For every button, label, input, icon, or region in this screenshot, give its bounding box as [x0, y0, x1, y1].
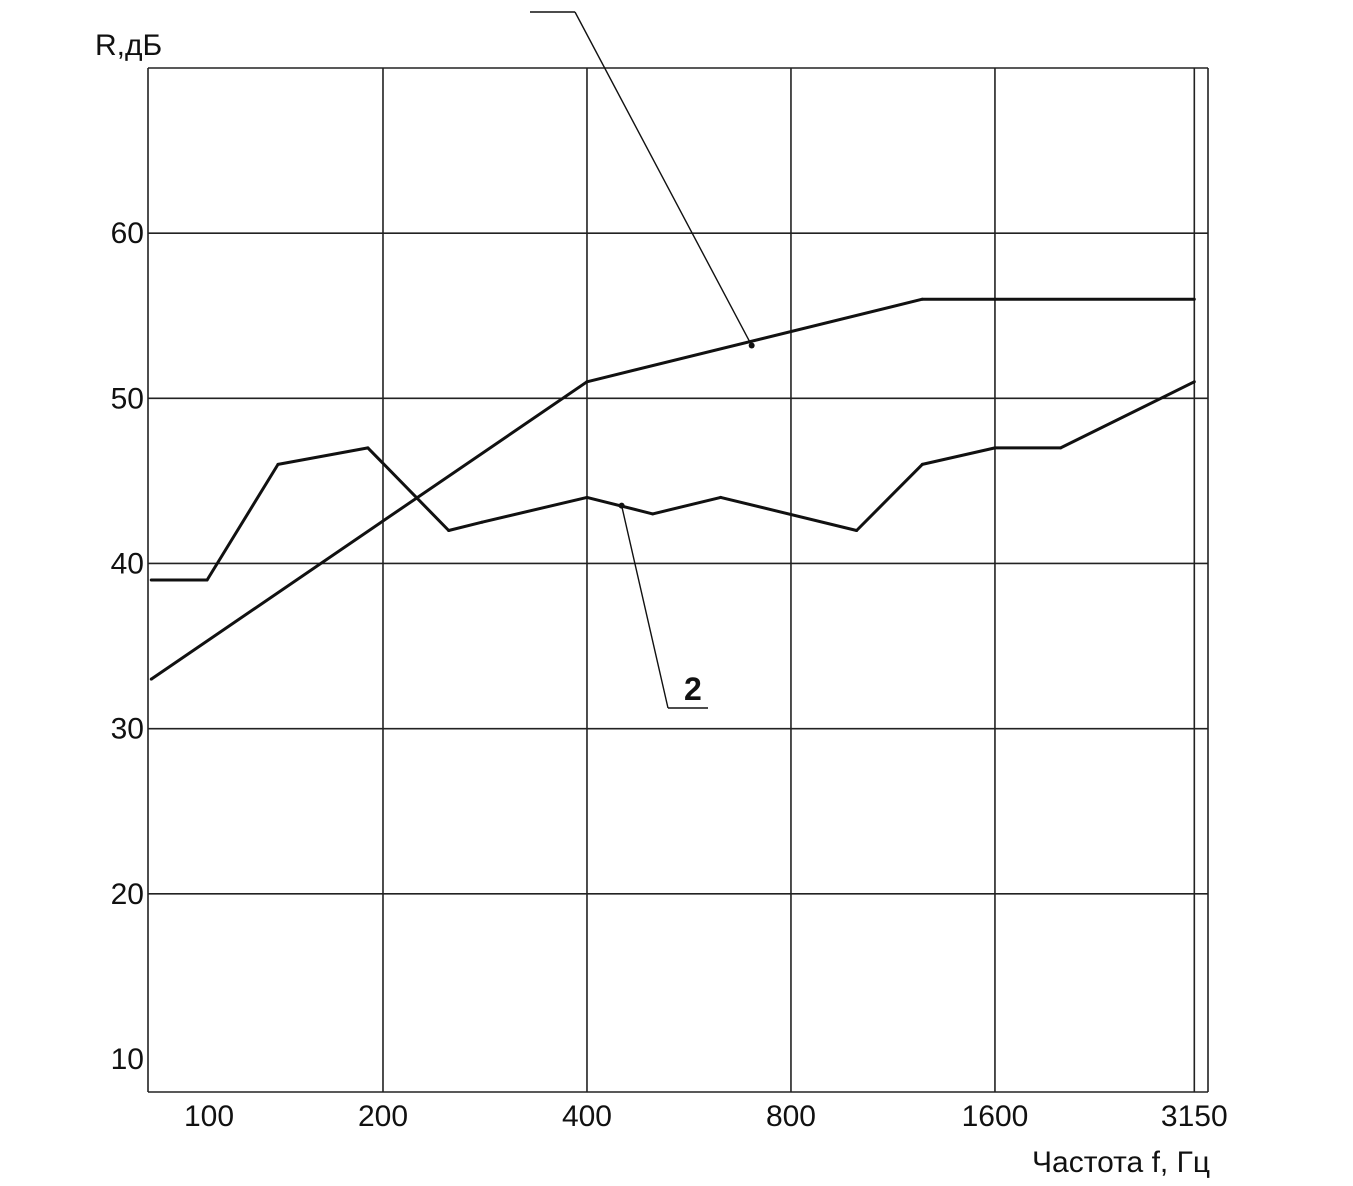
x-tick-label: 200	[358, 1100, 408, 1133]
callout-leaders: 2	[530, 11, 755, 709]
series-group	[149, 297, 1196, 681]
data-point	[651, 512, 655, 516]
data-point	[205, 578, 209, 582]
y-tick-label: 50	[111, 382, 144, 415]
callout-leader-series-1	[574, 11, 753, 346]
series-line-1	[150, 297, 1195, 681]
x-axis-title: Частота f, Гц	[1032, 1146, 1210, 1179]
series-line-2	[151, 380, 1195, 582]
x-tick-label: 100	[184, 1100, 234, 1133]
x-tick-label: 800	[766, 1100, 816, 1133]
data-point	[149, 677, 153, 681]
data-point	[276, 462, 280, 466]
data-point	[719, 495, 723, 499]
y-axis-title: R,дБ	[95, 29, 162, 62]
x-tick-label: 1600	[962, 1100, 1029, 1133]
y-tick-label: 30	[111, 713, 144, 746]
data-point	[993, 446, 997, 450]
data-point	[1192, 297, 1196, 301]
x-tick-label: 400	[562, 1100, 612, 1133]
y-tick-label: 20	[111, 878, 144, 911]
callout-anchor-series-1	[748, 342, 755, 349]
data-point	[585, 380, 589, 384]
data-point	[920, 462, 924, 466]
data-point	[920, 297, 924, 301]
grid	[147, 67, 1209, 1093]
data-point	[366, 446, 370, 450]
y-tick-label: 60	[111, 217, 144, 250]
data-point	[149, 578, 153, 582]
callout-label-series-2: 2	[684, 671, 702, 707]
y-tick-label: 40	[111, 547, 144, 580]
callout-anchor-series-2	[618, 502, 625, 509]
data-point	[855, 528, 859, 532]
data-point	[993, 297, 997, 301]
callout-leader-series-2	[620, 505, 669, 709]
data-point	[1192, 380, 1196, 384]
x-tick-label: 3150	[1161, 1100, 1228, 1133]
data-point	[447, 528, 451, 532]
y-tick-label: 10	[111, 1043, 144, 1076]
y-tick-labels: 10 20 30 40 50 60	[111, 217, 144, 1076]
data-point	[1059, 446, 1063, 450]
data-point	[585, 495, 589, 499]
x-tick-labels: 100 200 400 800 1600 3150	[184, 1100, 1228, 1133]
data-point	[480, 520, 484, 524]
